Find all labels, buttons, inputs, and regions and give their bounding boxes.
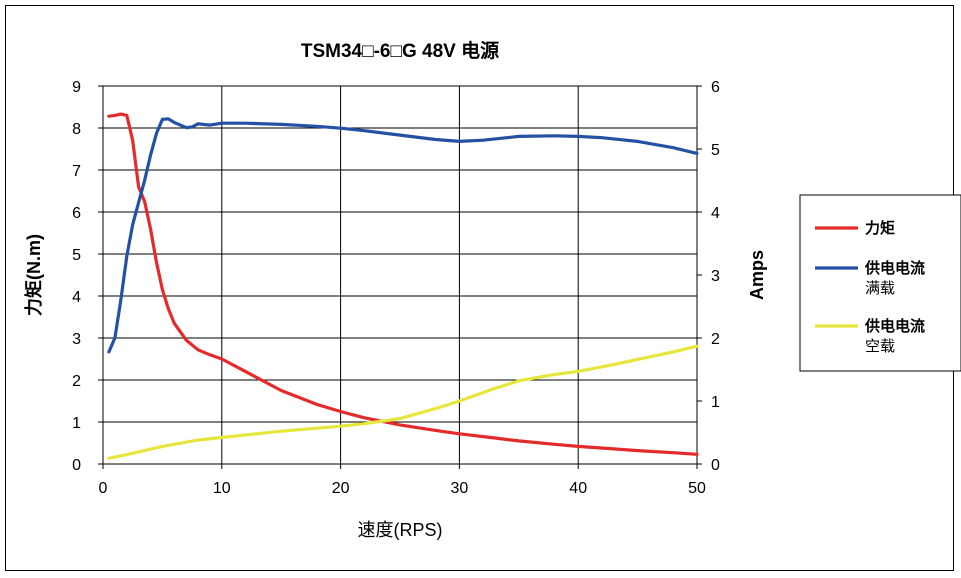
x-tick-label: 0 xyxy=(99,480,108,497)
x-tick-labels: 0 10 20 30 40 50 xyxy=(99,464,706,497)
x-tick-label: 30 xyxy=(451,480,469,497)
legend-box xyxy=(799,194,961,372)
legend-label-2: 供电电流 xyxy=(864,317,925,335)
y-left-tick-label: 3 xyxy=(72,331,81,348)
y-right-tick-label: 4 xyxy=(711,205,720,222)
y-left-tick-label: 2 xyxy=(72,373,81,390)
y-right-tick-label: 1 xyxy=(711,394,720,411)
y-left-tick-label: 7 xyxy=(72,163,81,180)
y-left-tick-label: 1 xyxy=(72,415,81,432)
gridlines xyxy=(103,86,697,464)
y-right-tick-labels: 0 1 2 3 4 5 6 xyxy=(697,79,720,474)
series-line-1 xyxy=(107,117,699,354)
legend-label-0: 力矩 xyxy=(865,219,895,237)
y-right-tick-label: 2 xyxy=(711,331,720,348)
plot-area xyxy=(102,85,698,465)
chart-title: TSM34□-6□G 48V 电源 xyxy=(301,39,499,62)
y-left-tick-label: 0 xyxy=(72,457,81,474)
x-axis-label: 速度(RPS) xyxy=(358,520,443,540)
y-left-tick-label: 4 xyxy=(72,289,81,306)
y-right-tick-label: 6 xyxy=(711,79,720,96)
series-line-0 xyxy=(107,112,699,456)
y-right-axis-label: Amps xyxy=(747,250,767,300)
y-left-tick-label: 5 xyxy=(72,247,81,264)
y-left-tick-labels: 0 1 2 3 4 5 6 7 8 9 xyxy=(72,79,103,474)
y-left-axis-label: 力矩(N.m) xyxy=(23,234,44,316)
series-lines xyxy=(107,112,699,460)
y-left-tick-label: 9 xyxy=(72,79,81,96)
legend-label-1: 供电电流 xyxy=(864,259,925,277)
y-left-tick-label: 8 xyxy=(72,121,81,138)
x-tick-label: 50 xyxy=(688,480,706,497)
x-tick-label: 40 xyxy=(569,480,587,497)
legend-sublabel-1: 满载 xyxy=(865,280,895,297)
series-line-2 xyxy=(107,344,699,460)
x-tick-label: 20 xyxy=(332,480,350,497)
x-tick-label: 10 xyxy=(213,480,231,497)
y-right-tick-label: 0 xyxy=(711,457,720,474)
legend-sublabel-2: 空载 xyxy=(865,338,895,355)
y-right-tick-label: 5 xyxy=(711,142,720,159)
y-right-tick-label: 3 xyxy=(711,268,720,285)
y-left-tick-label: 6 xyxy=(72,205,81,222)
